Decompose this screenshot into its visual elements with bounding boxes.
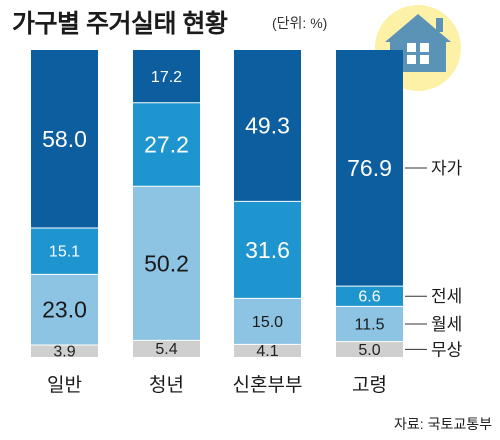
bar-segment bbox=[31, 345, 98, 357]
bar-segment bbox=[336, 341, 403, 357]
data-label: 3.9 bbox=[53, 344, 75, 361]
x-tick-label: 신혼부부 bbox=[233, 374, 303, 396]
unit-label: (단위: %) bbox=[272, 15, 328, 31]
bar-segment bbox=[234, 344, 301, 357]
data-label: 15.0 bbox=[252, 314, 283, 331]
data-label: 76.9 bbox=[347, 155, 392, 181]
x-axis-labels: 일반 청년 신혼부부 고령 bbox=[47, 374, 387, 396]
data-label: 23.0 bbox=[42, 297, 87, 323]
data-label: 17.2 bbox=[151, 69, 182, 86]
data-label: 5.4 bbox=[155, 341, 177, 358]
bar-segment bbox=[133, 50, 200, 103]
data-label: 27.2 bbox=[144, 132, 189, 158]
bar-segment bbox=[234, 201, 301, 299]
legend-label: 무상 bbox=[431, 340, 463, 359]
bar-segment bbox=[234, 50, 301, 202]
data-label: 4.1 bbox=[256, 343, 278, 360]
bar-segment bbox=[133, 340, 200, 357]
bar-segment bbox=[336, 50, 403, 287]
bar-segment bbox=[133, 186, 200, 341]
x-tick-label: 일반 bbox=[47, 374, 82, 396]
legend-layer: 무상 월세 전세 자가 bbox=[405, 159, 463, 359]
labels-layer: 3.9 23.0 15.1 58.0 5.4 50.2 27.2 17.2 4.1 15.0 31.… bbox=[42, 69, 392, 361]
x-tick-label: 고령 bbox=[352, 374, 387, 396]
house-icon-window bbox=[407, 43, 416, 52]
bar-segment bbox=[31, 50, 98, 229]
data-label: 58.0 bbox=[42, 126, 87, 152]
bar-segment bbox=[31, 274, 98, 346]
house-icon-window bbox=[407, 55, 416, 64]
data-label: 5.0 bbox=[358, 342, 380, 359]
data-label: 6.6 bbox=[358, 289, 380, 306]
house-icon-chimney bbox=[436, 18, 443, 32]
bar-segment bbox=[234, 298, 301, 345]
legend-label: 자가 bbox=[431, 159, 463, 178]
bar-segment bbox=[336, 286, 403, 307]
bars-layer bbox=[31, 50, 403, 357]
legend-label: 월세 bbox=[431, 315, 462, 334]
house-icon-window bbox=[420, 55, 429, 64]
data-label: 11.5 bbox=[355, 317, 385, 334]
data-label: 49.3 bbox=[245, 113, 290, 139]
chart-title: 가구별 주거실태 현황 bbox=[12, 10, 228, 38]
data-label: 50.2 bbox=[144, 250, 189, 276]
legend-label: 전세 bbox=[431, 287, 462, 306]
bar-segment bbox=[133, 102, 200, 187]
x-tick-label: 청년 bbox=[149, 374, 184, 396]
bar-segment bbox=[336, 306, 403, 342]
bar-segment bbox=[31, 228, 98, 275]
data-label: 15.1 bbox=[49, 244, 80, 261]
house-icon-window bbox=[420, 43, 429, 52]
data-label: 31.6 bbox=[245, 237, 290, 263]
source-note: 자료: 국토교통부 bbox=[394, 416, 492, 432]
